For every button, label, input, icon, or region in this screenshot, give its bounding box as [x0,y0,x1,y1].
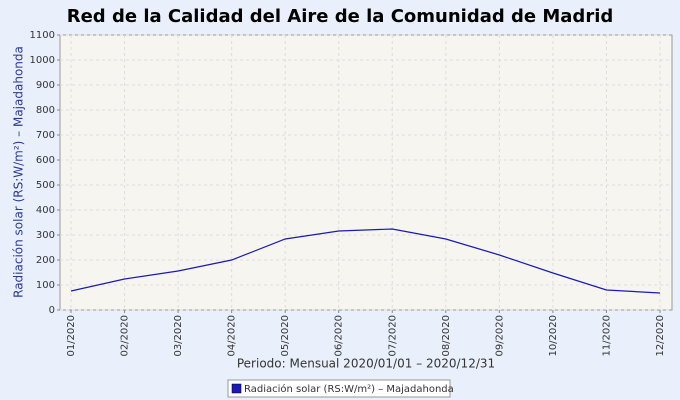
plot-area [59,34,673,311]
x-tick-label: 08/2020 [441,315,452,357]
chart-title: Red de la Calidad del Aire de la Comunid… [67,6,614,27]
y-tick-label: 300 [36,230,55,241]
y-tick-label: 700 [36,130,55,141]
x-axis-label: Periodo: Mensual 2020/01/01 – 2020/12/31 [237,357,495,371]
x-tick-label: 02/2020 [120,315,131,357]
x-tick-label: 01/2020 [66,315,77,357]
legend-label: Radiación solar (RS:W/m²) – Majadahonda [244,383,454,395]
y-tick-label: 600 [36,155,55,166]
x-tick-label: 06/2020 [334,315,345,357]
legend-swatch [231,383,242,394]
y-tick-label: 800 [36,105,55,116]
x-tick-label: 04/2020 [227,315,238,357]
x-tick-label: 05/2020 [280,315,291,357]
y-tick-label: 1100 [30,30,55,41]
x-tick-label: 11/2020 [601,315,612,357]
y-tick-label: 1000 [30,55,55,66]
y-tick-label: 100 [36,280,55,291]
y-axis-label: Radiación solar (RS:W/m²) – Majadahonda [12,46,26,298]
y-tick-label: 200 [36,255,55,266]
x-tick-label: 07/2020 [387,315,398,357]
legend [227,379,451,398]
x-tick-label: 09/2020 [494,315,505,357]
y-tick-label: 900 [36,80,55,91]
y-tick-label: 0 [49,305,55,316]
x-tick-label: 10/2020 [548,315,559,357]
y-tick-label: 500 [36,180,55,191]
data-line [70,228,661,294]
x-tick-label: 03/2020 [173,315,184,357]
y-tick-label: 400 [36,205,55,216]
x-tick-label: 12/2020 [655,315,666,357]
